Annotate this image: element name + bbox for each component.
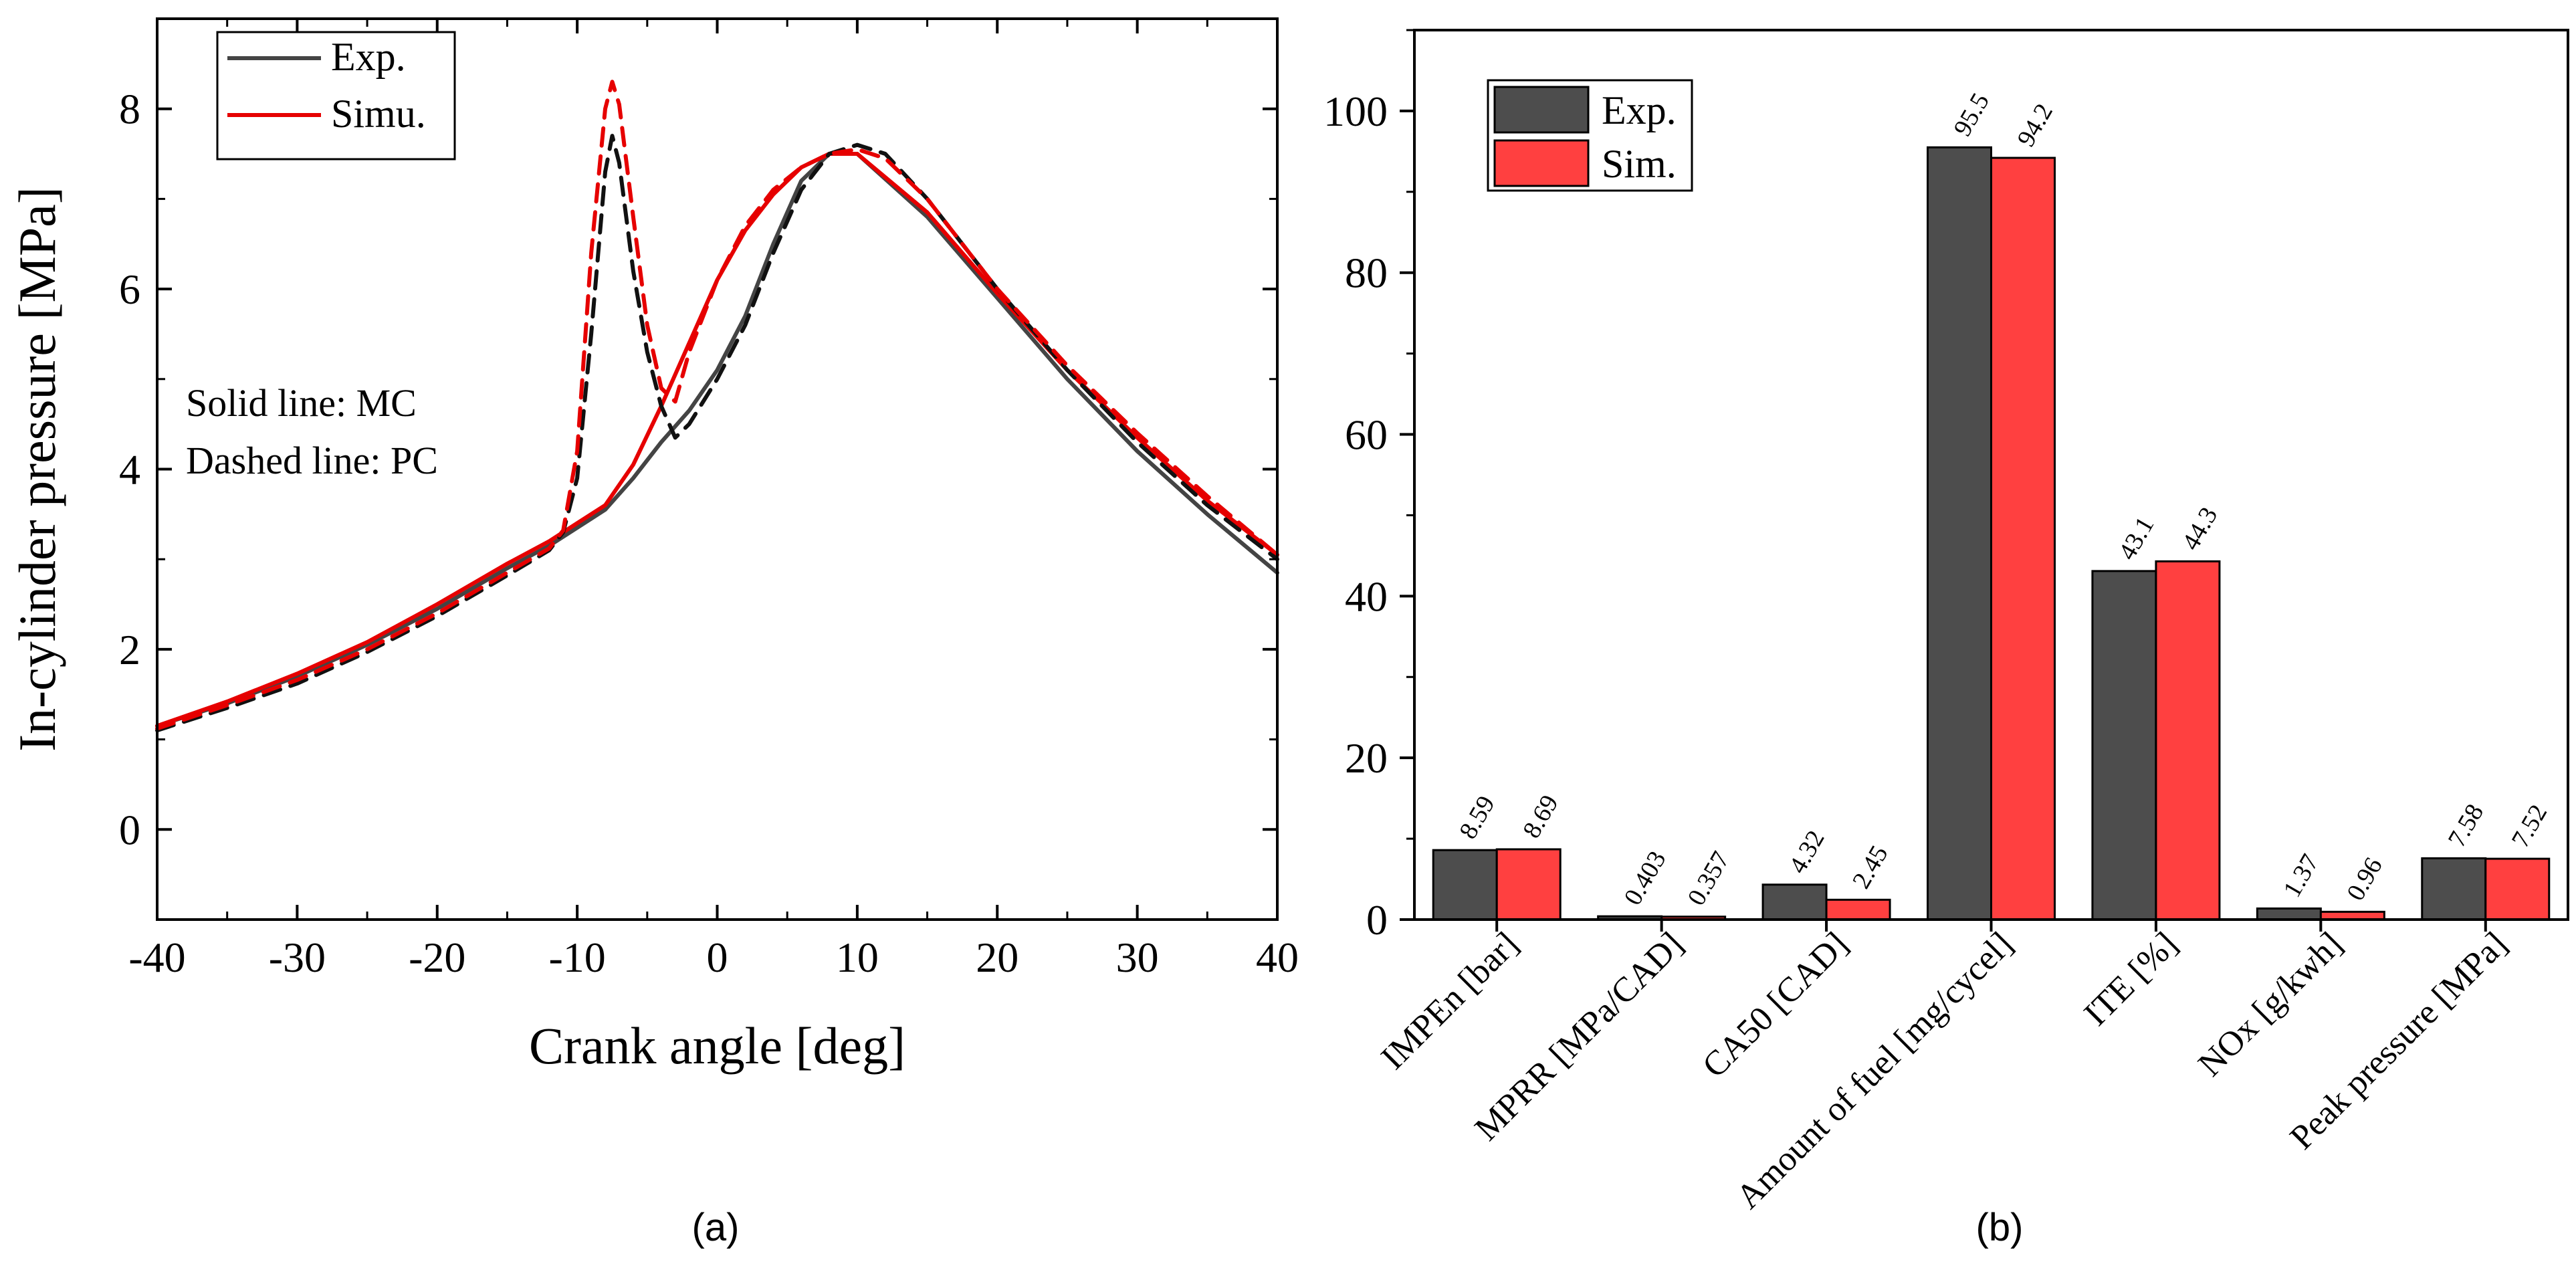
data-label: 0.96	[2341, 853, 2388, 906]
bar-exp-6	[2421, 857, 2487, 921]
y-axis-title: In-cylinder pressure [MPa]	[8, 187, 66, 752]
data-label: 8.69	[1517, 790, 1564, 843]
legend-swatch	[1493, 139, 1590, 187]
y-tick-label: 40	[1345, 572, 1388, 620]
bar-sim-2	[1825, 898, 1891, 921]
data-label: 43.1	[2113, 512, 2160, 565]
y-tick-label: 6	[119, 266, 140, 313]
bar-exp-5	[2256, 907, 2322, 921]
x-tick-label: 10	[836, 934, 879, 981]
series-line-exp	[155, 152, 1279, 728]
x-axis-title: Crank angle [deg]	[529, 1017, 905, 1075]
category-label: Amount of fuel [mg/cycel]	[1729, 925, 2020, 1216]
series-line-exp-pc	[155, 134, 1279, 733]
data-label: 95.5	[1948, 88, 1995, 141]
annotation-dashed-line: Dashed line: PC	[186, 439, 438, 482]
plot-frame	[1413, 29, 2569, 921]
bar-sim-3	[1990, 156, 2056, 921]
x-tick-label: -40	[128, 934, 185, 981]
panel-label-a: (a)	[692, 1206, 740, 1249]
x-tick-label: 20	[976, 934, 1018, 981]
legend: Exp. Simu.	[216, 31, 456, 161]
data-label: 7.52	[2506, 800, 2553, 853]
data-label: 4.32	[1784, 826, 1830, 879]
category-label: NOx [g/kwh]	[2191, 925, 2349, 1083]
bar-exp-3	[1927, 146, 1992, 921]
legend-box	[216, 31, 456, 161]
x-tick-label: -30	[269, 934, 326, 981]
data-label: 0.357	[1683, 847, 1735, 910]
y-tick-label: 100	[1323, 88, 1388, 135]
line-chart-panel-a: -40 -30 -20 -10 0 10 20 30 40 0 2 4 6 8 Crank angle [d…	[8, 17, 1299, 1249]
bar-sim-4	[2155, 560, 2221, 921]
legend-label: Exp.	[1602, 88, 1677, 132]
category-label: IMPEn [bar]	[1374, 925, 1526, 1077]
y-tick-label: 2	[119, 626, 140, 673]
category-label: ITE [%]	[2077, 925, 2185, 1033]
bar-sim-0	[1495, 848, 1562, 921]
y-tick-label: 60	[1345, 411, 1388, 459]
y-tick-label: 20	[1345, 734, 1388, 782]
bar-exp-0	[1432, 849, 1498, 921]
legend-label: Sim.	[1602, 142, 1677, 186]
y-tick-label: 4	[119, 446, 140, 494]
y-tick-label: 0	[1366, 896, 1388, 944]
legend-label: Simu.	[331, 92, 426, 136]
legend-swatch	[1493, 86, 1590, 134]
legend-label: Exp.	[331, 35, 406, 79]
x-tick-label: 0	[707, 934, 728, 981]
x-tick-label: 40	[1256, 934, 1299, 981]
data-label: 8.59	[1454, 791, 1501, 844]
data-label: 44.3	[2177, 502, 2224, 555]
data-label: 94.2	[2012, 99, 2058, 152]
legend: Exp. Sim.	[1487, 79, 1693, 192]
panel-label-b: (b)	[1976, 1206, 2024, 1249]
data-label: 7.58	[2443, 799, 2490, 852]
data-label: 1.37	[2278, 849, 2325, 902]
x-tick-label: 30	[1116, 934, 1159, 981]
bar-exp-4	[2091, 570, 2157, 921]
x-tick-label: -20	[409, 934, 465, 981]
bar-sim-6	[2484, 857, 2551, 921]
annotation-solid-line: Solid line: MC	[186, 381, 417, 425]
y-tick-label: 0	[119, 806, 140, 853]
data-label: 0.403	[1619, 847, 1672, 910]
series-line-simu-pc	[155, 80, 1279, 731]
x-tick-label: -10	[548, 934, 605, 981]
category-label: CA50 [CAD]	[1695, 925, 1855, 1085]
y-tick-label: 80	[1345, 249, 1388, 297]
bar-exp-2	[1761, 883, 1828, 921]
data-label: 2.45	[1847, 841, 1894, 893]
y-tick-label: 8	[119, 86, 140, 133]
